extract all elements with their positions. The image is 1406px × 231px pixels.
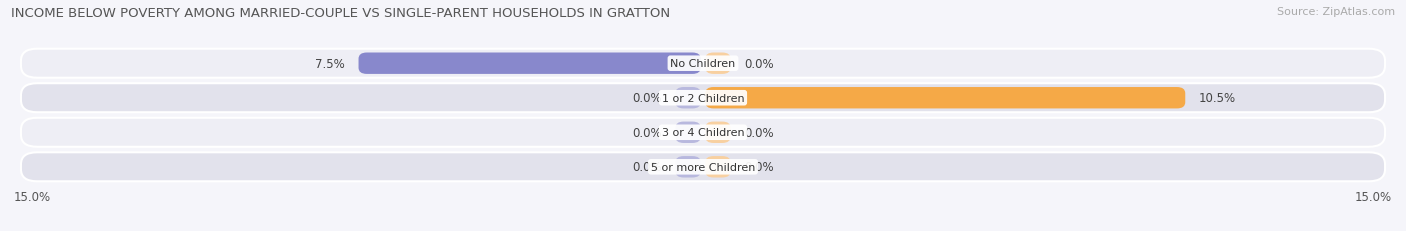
Text: 7.5%: 7.5% xyxy=(315,58,344,70)
Text: 0.0%: 0.0% xyxy=(744,161,773,173)
FancyBboxPatch shape xyxy=(21,118,1385,147)
FancyBboxPatch shape xyxy=(675,88,700,109)
Text: 0.0%: 0.0% xyxy=(633,161,662,173)
Text: 0.0%: 0.0% xyxy=(744,58,773,70)
Text: 10.5%: 10.5% xyxy=(1199,92,1236,105)
Text: No Children: No Children xyxy=(671,59,735,69)
FancyBboxPatch shape xyxy=(675,156,700,178)
Text: Source: ZipAtlas.com: Source: ZipAtlas.com xyxy=(1277,7,1395,17)
FancyBboxPatch shape xyxy=(706,53,731,75)
FancyBboxPatch shape xyxy=(21,49,1385,78)
Text: 0.0%: 0.0% xyxy=(744,126,773,139)
FancyBboxPatch shape xyxy=(706,122,731,143)
FancyBboxPatch shape xyxy=(21,153,1385,182)
FancyBboxPatch shape xyxy=(21,84,1385,113)
Text: 0.0%: 0.0% xyxy=(633,126,662,139)
FancyBboxPatch shape xyxy=(706,156,731,178)
Text: 5 or more Children: 5 or more Children xyxy=(651,162,755,172)
Text: 15.0%: 15.0% xyxy=(1355,190,1392,203)
Text: INCOME BELOW POVERTY AMONG MARRIED-COUPLE VS SINGLE-PARENT HOUSEHOLDS IN GRATTON: INCOME BELOW POVERTY AMONG MARRIED-COUPL… xyxy=(11,7,671,20)
Text: 1 or 2 Children: 1 or 2 Children xyxy=(662,93,744,103)
Text: 3 or 4 Children: 3 or 4 Children xyxy=(662,128,744,138)
Text: 15.0%: 15.0% xyxy=(14,190,51,203)
FancyBboxPatch shape xyxy=(675,122,700,143)
Text: 0.0%: 0.0% xyxy=(633,92,662,105)
FancyBboxPatch shape xyxy=(706,88,1185,109)
FancyBboxPatch shape xyxy=(359,53,700,75)
